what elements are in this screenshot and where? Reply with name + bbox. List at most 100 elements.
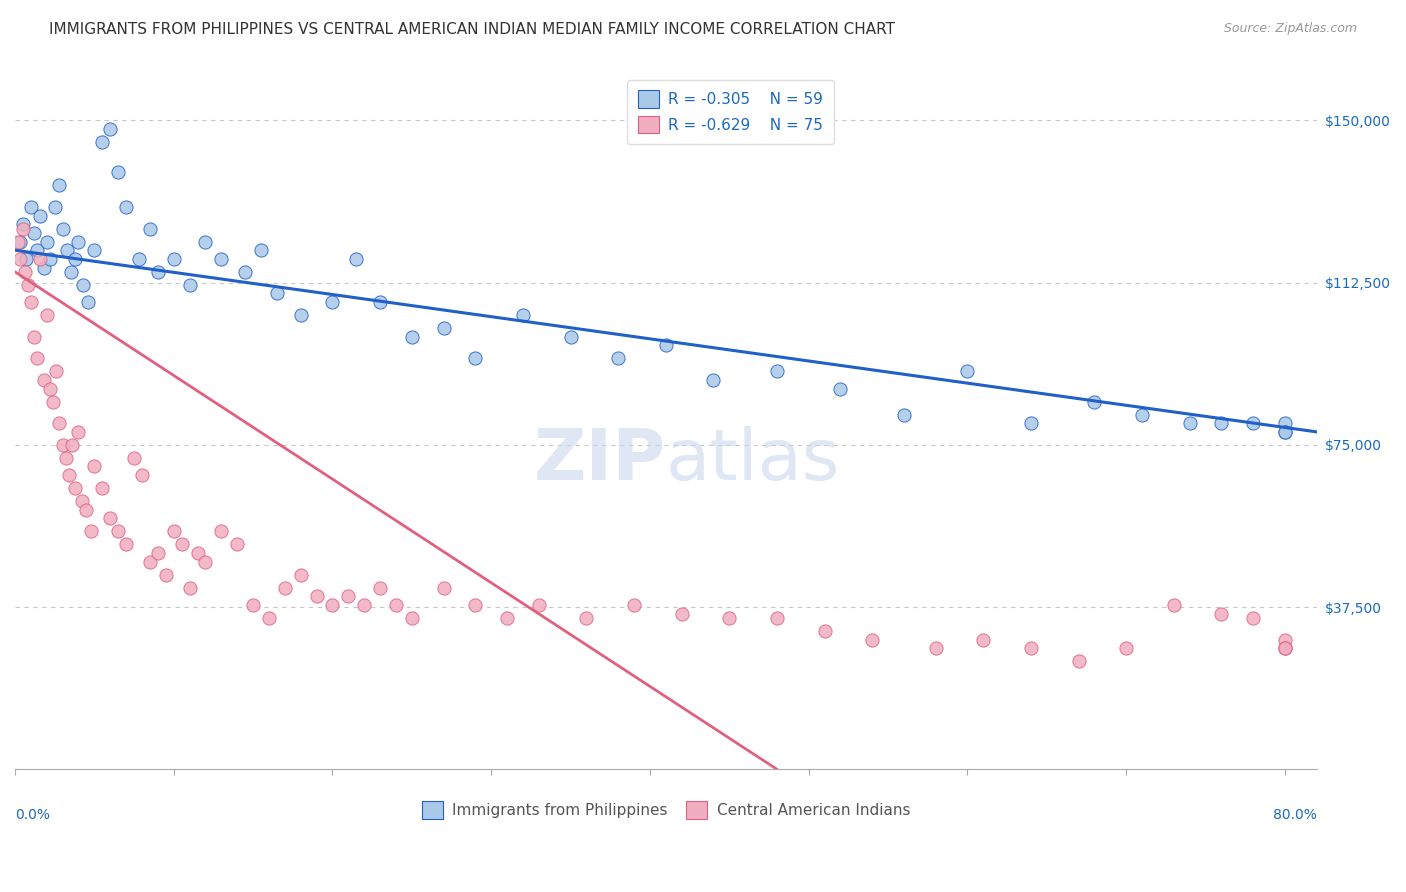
- Point: [170, 537, 193, 551]
- Text: Source: ZipAtlas.com: Source: ZipAtlas.com: [1223, 22, 1357, 36]
- Point: [146, 265, 169, 279]
- Point: [385, 598, 408, 612]
- Point: [35, 308, 58, 322]
- Point: [1067, 654, 1090, 668]
- Point: [433, 321, 456, 335]
- Point: [1274, 425, 1296, 439]
- Point: [250, 243, 273, 257]
- Point: [233, 265, 256, 279]
- Point: [1083, 394, 1105, 409]
- Text: ZIP: ZIP: [534, 426, 666, 495]
- Point: [718, 611, 741, 625]
- Point: [80, 524, 103, 539]
- Point: [131, 468, 153, 483]
- Point: [464, 351, 486, 366]
- Point: [337, 589, 360, 603]
- Point: [77, 295, 100, 310]
- Point: [1274, 641, 1296, 656]
- Point: [209, 524, 232, 539]
- Point: [433, 581, 456, 595]
- Point: [766, 364, 789, 378]
- Point: [321, 295, 343, 310]
- Point: [42, 394, 65, 409]
- Point: [91, 135, 114, 149]
- Point: [575, 611, 598, 625]
- Point: [107, 524, 129, 539]
- Legend: Immigrants from Philippines, Central American Indians: Immigrants from Philippines, Central Ame…: [416, 795, 917, 825]
- Point: [344, 252, 367, 266]
- Point: [671, 607, 693, 621]
- Point: [194, 555, 217, 569]
- Point: [48, 416, 70, 430]
- Point: [179, 277, 201, 292]
- Point: [25, 243, 48, 257]
- Point: [368, 295, 391, 310]
- Point: [56, 243, 79, 257]
- Point: [290, 567, 312, 582]
- Point: [13, 265, 35, 279]
- Point: [1241, 416, 1264, 430]
- Point: [55, 450, 77, 465]
- Point: [1274, 425, 1296, 439]
- Point: [242, 598, 264, 612]
- Point: [44, 200, 66, 214]
- Point: [194, 235, 217, 249]
- Point: [45, 364, 67, 378]
- Point: [655, 338, 678, 352]
- Point: [139, 221, 162, 235]
- Point: [1130, 408, 1153, 422]
- Point: [353, 598, 375, 612]
- Point: [98, 511, 121, 525]
- Point: [139, 555, 162, 569]
- Point: [59, 265, 82, 279]
- Point: [321, 598, 343, 612]
- Point: [1211, 607, 1233, 621]
- Point: [75, 502, 97, 516]
- Point: [11, 221, 34, 235]
- Point: [7, 235, 30, 249]
- Point: [368, 581, 391, 595]
- Point: [39, 382, 62, 396]
- Point: [512, 308, 534, 322]
- Point: [65, 252, 87, 266]
- Point: [83, 459, 105, 474]
- Point: [1115, 641, 1137, 656]
- Point: [179, 581, 201, 595]
- Point: [1019, 416, 1042, 430]
- Point: [91, 481, 114, 495]
- Point: [20, 200, 42, 214]
- Point: [702, 373, 724, 387]
- Point: [11, 217, 34, 231]
- Point: [8, 252, 31, 266]
- Point: [527, 598, 550, 612]
- Point: [155, 567, 177, 582]
- Point: [972, 632, 994, 647]
- Point: [163, 252, 186, 266]
- Point: [22, 329, 45, 343]
- Point: [893, 408, 915, 422]
- Point: [1241, 611, 1264, 625]
- Point: [8, 235, 31, 249]
- Point: [496, 611, 519, 625]
- Point: [39, 252, 62, 266]
- Point: [70, 494, 93, 508]
- Point: [15, 252, 38, 266]
- Point: [17, 277, 39, 292]
- Point: [1274, 641, 1296, 656]
- Point: [32, 373, 55, 387]
- Point: [30, 252, 52, 266]
- Point: [813, 624, 835, 638]
- Point: [32, 260, 55, 275]
- Point: [122, 450, 145, 465]
- Point: [107, 165, 129, 179]
- Point: [25, 351, 48, 366]
- Point: [623, 598, 645, 612]
- Point: [67, 425, 90, 439]
- Point: [401, 329, 423, 343]
- Point: [52, 438, 75, 452]
- Point: [956, 364, 979, 378]
- Point: [20, 295, 42, 310]
- Point: [830, 382, 852, 396]
- Point: [1274, 416, 1296, 430]
- Point: [607, 351, 630, 366]
